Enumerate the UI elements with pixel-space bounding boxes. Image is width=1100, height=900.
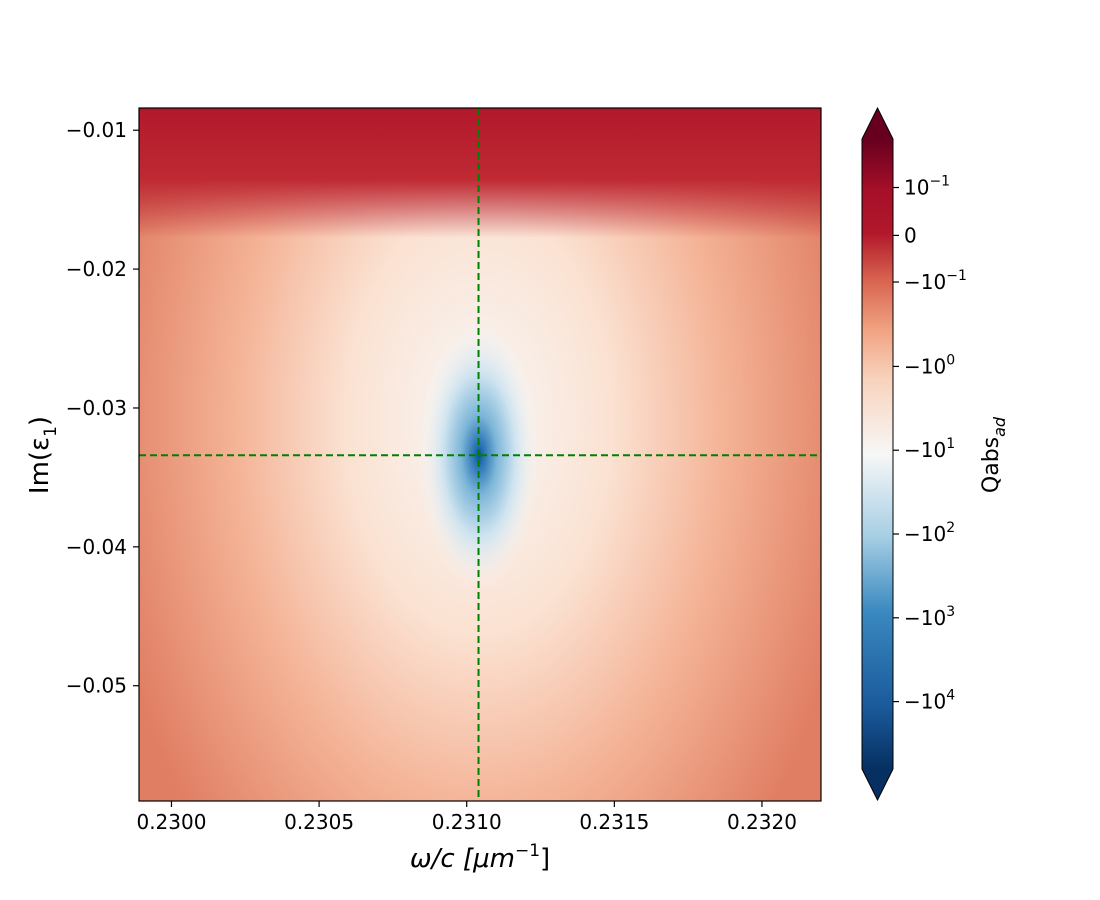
y-tick-label: −0.03	[66, 396, 127, 420]
colorbar: 10−1 0 −10−1 −100 −101 −102 −103 −104 Qabsad	[861, 106, 1009, 802]
x-tick-label: 0.2320	[727, 810, 797, 834]
y-tick-label: −0.01	[66, 118, 127, 142]
y-axis-label: Im(ε1)	[25, 416, 61, 494]
y-axis: −0.01 −0.02 −0.03 −0.04 −0.05	[66, 118, 139, 698]
colorbar-extend-top	[862, 108, 893, 139]
colorbar-tick-label: −103	[904, 604, 955, 630]
x-axis: 0.2300 0.2305 0.2310 0.2315 0.2320	[136, 801, 797, 834]
plot-frame	[138, 107, 822, 802]
y-tick-label: −0.02	[66, 257, 127, 281]
colorbar-tick-label: −100	[904, 352, 955, 378]
x-tick-label: 0.2305	[284, 810, 354, 834]
colorbar-tick-label: −101	[904, 436, 955, 462]
x-axis-label: ω/c [μm−1]	[410, 841, 550, 874]
x-tick-label: 0.2315	[579, 810, 649, 834]
colorbar-outline	[861, 106, 894, 802]
heatmap	[139, 108, 821, 801]
colorbar-tick-label: 0	[904, 223, 917, 247]
colorbar-tick-label: 10−1	[904, 174, 950, 200]
colorbar-tick-label: −104	[904, 688, 955, 714]
x-tick-label: 0.2310	[432, 810, 502, 834]
x-tick-label: 0.2300	[136, 810, 206, 834]
heatmap-peak-region	[139, 108, 819, 168]
y-tick-label: −0.04	[66, 535, 127, 559]
y-tick-label: −0.05	[66, 674, 127, 698]
colorbar-extend-bottom	[862, 769, 893, 800]
colorbar-ticks: 10−1 0 −10−1 −100 −101 −102 −103 −104	[893, 174, 967, 714]
colorbar-tick-label: −102	[904, 520, 955, 546]
colorbar-label: Qabsad	[979, 416, 1009, 493]
colorbar-tick-label: −10−1	[904, 268, 967, 294]
colorbar-gradient	[862, 139, 893, 769]
